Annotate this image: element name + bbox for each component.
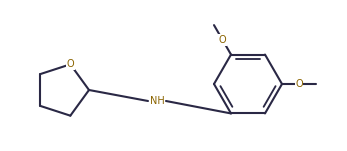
Text: O: O — [295, 79, 303, 89]
Text: O: O — [67, 59, 74, 69]
Text: O: O — [219, 35, 226, 45]
Text: NH: NH — [150, 96, 164, 106]
